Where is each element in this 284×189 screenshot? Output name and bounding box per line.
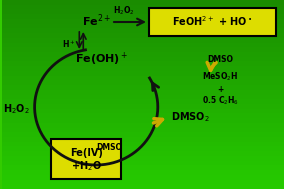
Bar [2, 85, 284, 90]
Bar [2, 9, 284, 14]
Bar [2, 137, 284, 142]
Bar [2, 0, 284, 5]
Bar [2, 170, 284, 175]
Text: Fe$^{2+}$: Fe$^{2+}$ [82, 13, 111, 29]
Text: 0.5 C$_2$H$_6$: 0.5 C$_2$H$_6$ [202, 95, 239, 107]
Text: Fe(IV): Fe(IV) [70, 148, 103, 158]
Bar [2, 19, 284, 24]
Bar [2, 90, 284, 94]
Bar [2, 61, 284, 66]
Bar [2, 184, 284, 189]
Bar [2, 161, 284, 165]
Bar [2, 24, 284, 28]
Bar [2, 99, 284, 104]
Bar [2, 151, 284, 156]
Bar [2, 47, 284, 52]
Text: +: + [217, 84, 224, 94]
Text: H$_2$O$_2$: H$_2$O$_2$ [3, 102, 30, 116]
Text: H$_2$O$_2$: H$_2$O$_2$ [113, 5, 135, 17]
Bar [2, 175, 284, 180]
Bar [2, 165, 284, 170]
FancyBboxPatch shape [149, 8, 276, 36]
Bar [2, 142, 284, 146]
FancyBboxPatch shape [51, 139, 121, 179]
Text: Fe(OH)$^+$: Fe(OH)$^+$ [74, 50, 128, 68]
Bar [2, 43, 284, 47]
Text: DMSO: DMSO [96, 143, 122, 152]
Bar [2, 94, 284, 99]
Text: +H$_2$O: +H$_2$O [71, 159, 102, 173]
Bar [2, 5, 284, 9]
Bar [2, 14, 284, 19]
Text: DMSO: DMSO [207, 54, 233, 64]
Bar [2, 146, 284, 151]
Bar [2, 109, 284, 113]
Bar [2, 28, 284, 33]
Bar [2, 33, 284, 38]
Text: DMSO$_2$: DMSO$_2$ [171, 110, 210, 124]
Bar [2, 123, 284, 128]
Bar [2, 156, 284, 161]
Text: H$^+$: H$^+$ [62, 38, 75, 50]
Bar [2, 76, 284, 80]
Bar [2, 57, 284, 61]
Bar [2, 52, 284, 57]
Bar [2, 71, 284, 76]
Text: FeOH$^{2+}$ + HO$^\bullet$: FeOH$^{2+}$ + HO$^\bullet$ [172, 14, 253, 28]
Bar [2, 118, 284, 123]
Bar [2, 132, 284, 137]
Bar [2, 104, 284, 109]
Bar [2, 66, 284, 71]
Bar [2, 180, 284, 184]
Bar [2, 80, 284, 85]
Bar [2, 38, 284, 43]
Bar [2, 128, 284, 132]
Bar [2, 113, 284, 118]
Text: MeSO$_2$H: MeSO$_2$H [202, 71, 239, 83]
